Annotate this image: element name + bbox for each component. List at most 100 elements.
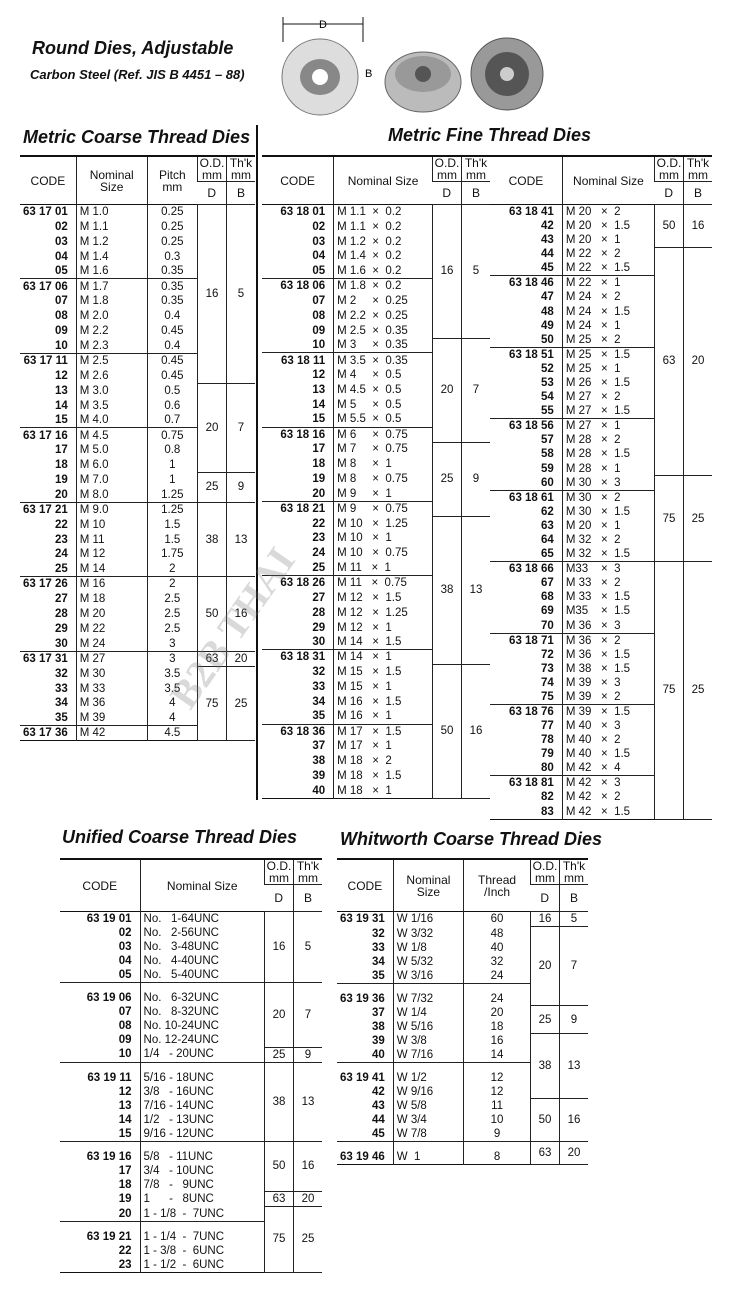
od-cell: 20 [197, 382, 227, 474]
value-cell: M 33 × 2 [561, 576, 655, 591]
value-cell: 9 [463, 1126, 531, 1141]
table-row: 03 M 1.2 0.25 [20, 234, 255, 250]
code-cell: 44 [371, 1113, 385, 1126]
thickness-cell: 20 [683, 246, 712, 477]
page-title: Round Dies, Adjustable [32, 38, 234, 58]
value-cell: M 25 × 1 [561, 361, 655, 376]
page-subtitle: Carbon Steel (Ref. JIS B 4451 – 88) [30, 67, 245, 82]
code-cell: 63 18 76 [490, 703, 563, 719]
table-row: 02 M 1.1 × 0.2 [262, 219, 490, 235]
code-cell: 70 [541, 619, 554, 632]
od-cell: 63 [264, 1191, 294, 1207]
table-row: 63 17 26 M 16 2 50 16 [20, 576, 255, 652]
value-cell: 7/16 - 14UNC [139, 1098, 265, 1113]
value-cell: No. 6-32UNC [139, 982, 265, 1005]
table-row: 02 M 1.1 0.25 [20, 219, 255, 235]
value-cell: M 25 × 2 [561, 332, 655, 348]
value-cell: 0.5 [146, 383, 198, 399]
code-cell: 34 [312, 695, 326, 708]
value-cell: 1 - 1/4 - 7UNC [139, 1220, 265, 1244]
code-cell: 27 [54, 593, 68, 606]
table-row: 05 M 1.6 0.35 [20, 264, 255, 279]
value-cell: No. 1-64UNC [139, 911, 265, 926]
value-cell: W 9/16 [392, 1084, 464, 1099]
value-cell: No. 8-32UNC [139, 1005, 265, 1019]
table-row: 27 M 18 2.5 [20, 591, 255, 607]
table-row: 47 M 24 × 2 [490, 290, 712, 305]
value-cell: M 33 [75, 681, 148, 696]
value-cell: 14 [463, 1047, 531, 1062]
value-cell: M 42 × 1.5 [561, 804, 655, 820]
value-cell: 0.45 [146, 368, 198, 384]
d-header: D [654, 181, 684, 205]
code-cell: 43 [541, 234, 554, 247]
column-header: Nominal Size [333, 155, 433, 205]
table-row: 68 M 33 × 1.5 [490, 590, 712, 605]
od-cell: 25 [432, 441, 462, 517]
table-row: 17 M 5.0 0.8 [20, 442, 255, 458]
table-row: 39 W 3/8 16 38 13 [337, 1033, 588, 1099]
b-header: B [559, 884, 588, 912]
value-cell: M 2.5 [75, 352, 148, 369]
b-header: B [461, 181, 490, 205]
value-cell: M 30 × 3 [561, 475, 655, 491]
table-row: 69 M35 × 1.5 [490, 604, 712, 619]
code-cell: 12 [312, 369, 326, 382]
thickness-cell: 9 [461, 441, 490, 517]
thickness-cell: 13 [293, 1061, 322, 1142]
od-cell: 63 [530, 1140, 560, 1165]
table-row: 25 M 11 × 1 [262, 560, 490, 576]
value-cell: M 36 × 2 [561, 632, 655, 648]
value-cell: M 20 [75, 606, 148, 622]
value-cell: 0.25 [146, 234, 198, 250]
od-cell: 50 [432, 664, 462, 799]
thickness-cell: 5 [559, 911, 588, 927]
code-cell: 09 [54, 325, 68, 338]
column-header: Nominal Size [561, 155, 655, 205]
b-header: B [226, 181, 255, 205]
table-row: 63 18 16 M 6 × 0.75 [262, 426, 490, 442]
value-cell: M 1.1 × 0.2 [333, 219, 433, 235]
value-cell: M 22 × 2 [561, 247, 655, 262]
table-row: 63 19 06 No. 6-32UNC 20 7 [60, 982, 322, 1048]
value-cell: M 2.2 [75, 323, 148, 339]
value-cell: 0.4 [146, 308, 198, 324]
code-cell: 63 [541, 519, 554, 532]
value-cell: W 1/8 [392, 940, 464, 955]
code-cell: 63 17 06 [20, 278, 77, 294]
thickness-cell: 13 [461, 515, 490, 666]
value-cell: 1.25 [146, 487, 198, 503]
code-cell: 30 [54, 637, 68, 650]
code-cell: 63 18 71 [490, 632, 563, 648]
code-cell: 68 [541, 591, 554, 604]
table-row: 64 M 32 × 2 [490, 532, 712, 548]
value-cell: M 24 × 1.5 [561, 304, 655, 319]
table-row: 15 M 4.0 0.7 [20, 412, 255, 428]
value-cell: M 20 × 2 [561, 204, 655, 219]
value-cell: M 14 × 1.5 [333, 634, 433, 650]
code-cell: 33 [371, 941, 385, 954]
od-cell: 75 [654, 475, 684, 563]
d-header: D [264, 884, 294, 912]
table-row: 63 18 66 M33 × 3 75 25 [490, 561, 712, 820]
code-cell: 07 [118, 1006, 132, 1018]
code-cell: 39 [312, 769, 326, 782]
value-cell: M 3 × 0.35 [333, 338, 433, 353]
table-row: 59 M 28 × 1 [490, 461, 712, 476]
code-cell: 13 [312, 384, 326, 397]
value-cell: 3.5 [146, 666, 198, 682]
table-row: 23 1 - 1/2 - 6UNC [60, 1257, 322, 1272]
table-row: 40 M 18 × 1 [262, 783, 490, 799]
code-cell: 23 [118, 1258, 132, 1271]
unified-coarse-title: Unified Coarse Thread Dies [62, 827, 298, 847]
value-cell: M 26 × 1.5 [561, 375, 655, 391]
value-cell: M 42 × 3 [561, 775, 655, 791]
code-cell: 25 [54, 563, 68, 576]
value-cell: M 11 × 1 [333, 560, 433, 576]
table-row: 10 1/4 - 20UNC 25 9 [60, 1046, 322, 1063]
value-cell: W 1/2 [392, 1061, 464, 1085]
table-row: 20 M 9 × 1 [262, 486, 490, 502]
value-cell: W 5/8 [392, 1098, 464, 1113]
code-cell: 12 [54, 369, 68, 382]
value-cell: M 5 × 0.5 [333, 397, 433, 413]
